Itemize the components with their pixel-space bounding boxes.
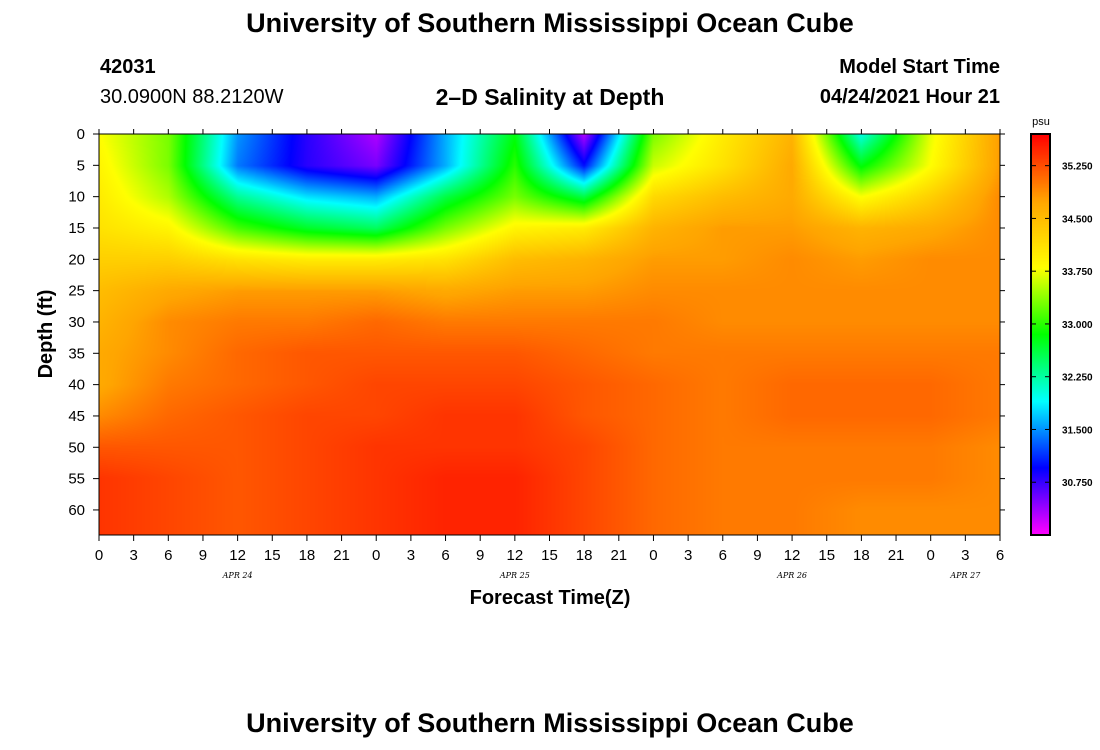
- colorbar-tick-label: 33.750: [1062, 267, 1093, 278]
- x-tick-label: 0: [649, 547, 657, 564]
- y-tick-label: 35: [68, 345, 85, 362]
- page-title: University of Southern Mississippi Ocean…: [246, 8, 854, 38]
- x-tick-label: 3: [684, 547, 692, 564]
- x-axis-title: Forecast Time(Z): [470, 587, 631, 609]
- y-axis-title: Depth (ft): [35, 290, 57, 379]
- y-tick-label: 55: [68, 471, 85, 488]
- x-date-label: APR 26: [776, 571, 807, 580]
- y-tick-label: 50: [68, 439, 85, 456]
- colorbar-ticks: 35.250 34.500 33.750 33.000 32.250 31.500 30.7…: [1031, 162, 1093, 489]
- y-tick-label: 15: [68, 220, 85, 237]
- colorbar-tick-label: 30.750: [1062, 478, 1093, 489]
- x-tick-label: 0: [927, 547, 935, 564]
- y-tick-label: 20: [68, 251, 85, 268]
- x-tick-label: 15: [264, 547, 281, 564]
- x-tick-label: 6: [441, 547, 449, 564]
- y-tick-label: 5: [77, 157, 85, 174]
- colorbar: [1031, 134, 1050, 535]
- colorbar-tick-label: 32.250: [1062, 373, 1093, 384]
- x-tick-label: 6: [996, 547, 1004, 564]
- colorbar-tick-label: 35.250: [1062, 162, 1093, 173]
- station-id: 42031: [100, 56, 156, 78]
- x-tick-label: 15: [818, 547, 835, 564]
- colorbar-units: psu: [1032, 116, 1050, 128]
- x-tick-label: 6: [719, 547, 727, 564]
- x-tick-label: 0: [95, 547, 103, 564]
- x-date-label: APR 24: [222, 571, 253, 580]
- x-tick-label: 12: [784, 547, 801, 564]
- x-tick-label: 9: [199, 547, 207, 564]
- x-tick-label: 12: [507, 547, 524, 564]
- model-start-value: 04/24/2021 Hour 21: [819, 86, 1000, 108]
- x-tick-label: 12: [229, 547, 246, 564]
- y-tick-label: 25: [68, 283, 85, 300]
- model-start-label: Model Start Time: [839, 56, 1000, 78]
- y-tick-label: 60: [68, 502, 85, 519]
- axis-ticks: 0 3 6 9 12 15 18 21 0 3 6 9 12 15 18 21 0 3 6 9 12 15 18 21 0 3 6 A…: [68, 126, 1005, 580]
- x-tick-label: 3: [407, 547, 415, 564]
- x-tick-label: 18: [299, 547, 316, 564]
- x-tick-label: 6: [164, 547, 172, 564]
- x-tick-label: 21: [610, 547, 627, 564]
- y-tick-label: 10: [68, 189, 85, 206]
- x-tick-label: 9: [753, 547, 761, 564]
- y-tick-label: 30: [68, 314, 85, 331]
- y-tick-label: 40: [68, 377, 85, 394]
- x-tick-label: 3: [961, 547, 969, 564]
- y-tick-label: 45: [68, 408, 85, 425]
- colorbar-tick-label: 33.000: [1062, 320, 1093, 331]
- x-tick-label: 9: [476, 547, 484, 564]
- x-tick-label: 21: [888, 547, 905, 564]
- x-tick-label: 18: [853, 547, 870, 564]
- salinity-heatmap: [99, 134, 1000, 535]
- x-tick-label: 3: [129, 547, 137, 564]
- x-tick-label: 18: [576, 547, 593, 564]
- footer-title: University of Southern Mississippi Ocean…: [246, 708, 854, 738]
- chart-title: 2–D Salinity at Depth: [435, 84, 665, 110]
- x-date-label: APR 25: [499, 571, 530, 580]
- colorbar-tick-label: 31.500: [1062, 425, 1093, 436]
- colorbar-frame: [1030, 133, 1051, 536]
- y-tick-label: 0: [77, 126, 85, 143]
- x-date-label: APR 27: [949, 571, 981, 580]
- station-coordinates: 30.0900N 88.2120W: [100, 86, 284, 108]
- colorbar-tick-label: 34.500: [1062, 214, 1093, 225]
- x-tick-label: 0: [372, 547, 380, 564]
- x-tick-label: 15: [541, 547, 558, 564]
- x-tick-label: 21: [333, 547, 350, 564]
